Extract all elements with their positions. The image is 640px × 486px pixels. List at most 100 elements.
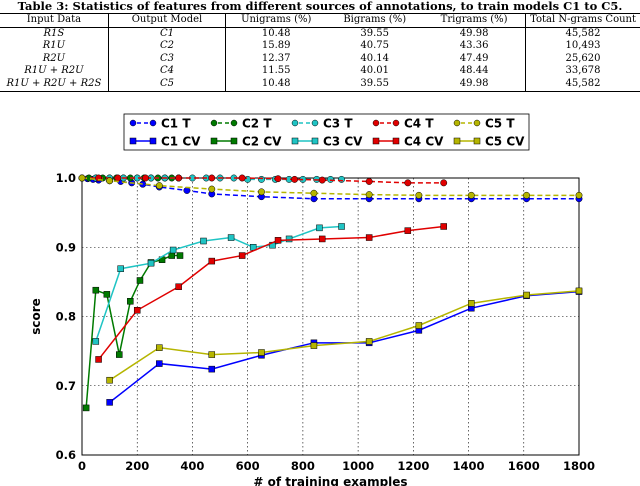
table-cell: 33,678 [565,65,601,77]
data-point [318,235,326,243]
legend-label: C3 CV [323,135,363,149]
y-tick-label: 0.9 [56,240,76,254]
data-point [365,338,373,345]
data-point [523,191,530,199]
legend-label: C3 T [323,117,353,131]
x-tick-label: 1000 [342,459,374,473]
data-point [285,235,293,243]
data-point [365,191,373,199]
x-tick-label: 1600 [508,459,540,473]
legend-marker [210,119,218,127]
data-point [142,174,149,182]
table-cell: 39.55 [360,27,390,39]
table-cell: 25,620 [565,52,601,64]
table-cell: 11.55 [261,65,291,77]
legend-label: C4 T [404,117,434,131]
table-cell: 39.55 [360,77,390,89]
x-tick-label: 1800 [563,459,595,473]
series-line [97,225,444,360]
data-point [127,298,134,305]
data-point [258,188,265,196]
data-point [136,277,144,284]
legend-marker [453,119,461,127]
table-row: R1U + R2U C4 11.55 40.01 48.44 33,678 [0,65,640,78]
y-axis-label: score [29,298,43,335]
table-cell: 40.14 [360,52,390,64]
data-point [169,246,177,254]
table-cell: C5 [108,77,227,92]
table-cell: 45,582 [565,77,601,89]
table-caption: Table 3: Statistics of features from dif… [17,0,623,13]
legend-marker [372,119,380,127]
table-cell: R1U [0,40,109,53]
data-point [258,175,265,183]
series-line [81,177,579,200]
table-cell: R2U [0,52,109,66]
legend-marker [291,137,299,145]
data-point [208,365,216,373]
data-point [291,175,299,183]
legend-marker [311,119,319,127]
statistics-table: Input Data Output Model Unigrams (%) Big… [0,13,640,92]
legend-marker [473,137,481,145]
legend-marker [392,119,400,127]
series-line [109,290,580,403]
legend-marker [149,119,157,127]
data-point [106,399,113,406]
table-row: R1S C1 10.48 39.55 49.98 45,582 [0,27,640,41]
legend-marker [230,119,238,127]
table-row: R2U C3 12.37 40.14 47.49 25,620 [0,52,640,66]
data-point [318,176,326,184]
header-bigrams: Bigrams (%) [343,14,407,25]
data-point [155,182,163,190]
x-tick-label: 0 [78,459,86,473]
data-point [274,237,282,244]
data-point [440,223,447,230]
table-cell: 15.89 [261,40,291,52]
data-point [114,174,122,182]
table-header-row: Input Data Output Model Unigrams (%) Big… [0,13,640,28]
series-line [85,254,181,408]
table-cell: 49.98 [423,77,527,92]
legend-label: C2 CV [242,135,282,149]
table-cell: 45,582 [565,27,601,39]
data-point [92,338,100,345]
table-cell: C4 [108,65,227,78]
legend-label: C4 CV [404,135,444,149]
data-point [133,307,141,314]
legend: C1 T C2 T C3 T C4 T C5 T C1 CV C2 CV C3 CV C4 CV… [123,113,530,151]
legend-marker [129,119,137,127]
x-tick-label: 800 [291,459,315,473]
data-point [274,175,282,183]
data-point [365,178,373,185]
table-cell: 49.98 [423,27,527,41]
data-point [310,342,318,349]
data-point [208,185,216,193]
data-point [103,291,111,298]
data-point [440,179,448,187]
data-point [575,191,583,199]
legend-label: C2 T [242,117,272,131]
data-point [415,322,423,329]
data-point [238,174,246,182]
legend-marker [372,137,380,145]
table-cell: 10.48 [261,27,291,39]
legend-label: C5 CV [485,135,525,149]
table-cell: C2 [108,40,227,53]
data-point [365,234,373,241]
legend-marker [149,137,157,145]
learning-curve-chart: 0 200 400 600 800 1000 1200 1400 1600 1800 0.6 0.7 0… [29,113,595,486]
table-cell: 40.75 [360,40,390,52]
x-tick-label: 600 [236,459,260,473]
data-point [575,287,583,295]
data-point [467,191,475,199]
data-point [95,356,102,363]
legend-marker [210,137,218,145]
table-cell: 10.48 [261,77,291,89]
legend-marker [311,137,319,145]
legend-box [123,113,530,151]
header-output-model: Output Model [108,13,227,28]
header-total-ngrams: Total N-grams Count [530,14,636,25]
legend-label: C1 T [161,117,191,131]
table-cell: 48.44 [423,65,527,78]
